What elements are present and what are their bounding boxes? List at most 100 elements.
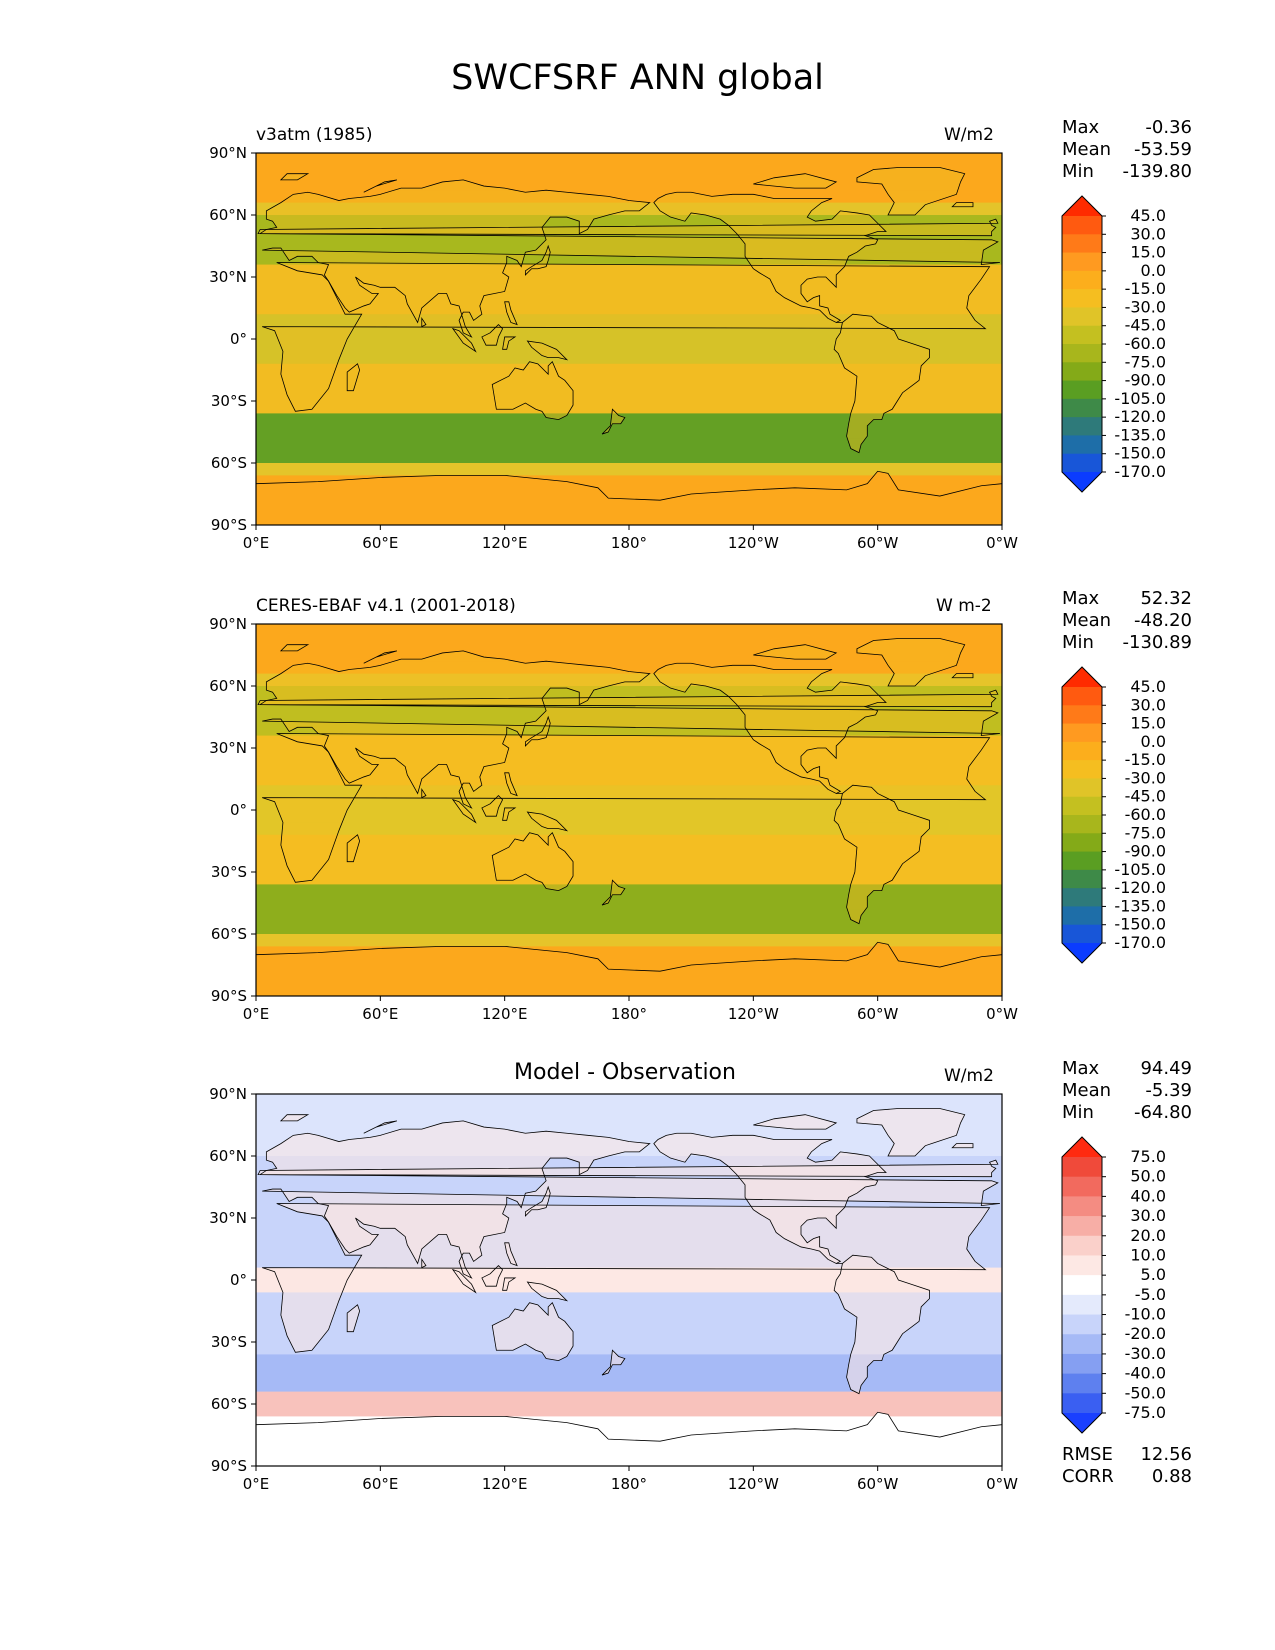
arctic-islands-land-fill bbox=[753, 1114, 837, 1130]
colorbar-swatch bbox=[1062, 289, 1102, 308]
field-band bbox=[256, 896, 1002, 910]
africa-land-fill bbox=[262, 1203, 990, 1353]
panel-3-min-value: -64.80 bbox=[1133, 1102, 1192, 1123]
panel-1-max-value: -0.36 bbox=[1145, 117, 1192, 138]
lon-tick-label: 120°W bbox=[728, 534, 779, 552]
lat-tick-label: 0° bbox=[230, 330, 247, 348]
iceland-land-fill bbox=[952, 202, 973, 207]
arctic-islands-land-fill bbox=[753, 173, 837, 189]
panel-3-mean-label: Mean bbox=[1062, 1080, 1112, 1101]
lat-tick-label: 30°S bbox=[211, 392, 247, 410]
colorbar-swatch bbox=[1062, 307, 1102, 327]
panel-1-map-field: 90°N 60°N 30°N 0° 30°S 60°S 90°S0°E 60°E 120°E 18… bbox=[209, 144, 1018, 552]
colorbar-tick-label: -150.0 bbox=[1114, 444, 1166, 463]
field-band bbox=[256, 834, 1002, 848]
lat-tick-label: 0° bbox=[230, 1271, 247, 1289]
colorbar-tick-label: 15.0 bbox=[1130, 714, 1166, 733]
figure-title: SWCFSRF ANN global bbox=[451, 58, 824, 98]
colorbar-tick-label: -40.0 bbox=[1125, 1364, 1166, 1383]
lon-tick-label: 60°E bbox=[362, 1005, 398, 1023]
colorbar-tick-label: -120.0 bbox=[1114, 407, 1166, 426]
colorbar-extend-max bbox=[1062, 667, 1102, 687]
field-band bbox=[256, 1094, 1002, 1107]
panel-3-max-value: 94.49 bbox=[1140, 1058, 1192, 1079]
colorbar-swatch bbox=[1062, 851, 1102, 871]
north-america-coastline bbox=[653, 191, 887, 323]
madagascar-land-fill bbox=[347, 363, 360, 391]
panel-3-stats: Max 94.49 Mean -5.39 Min -64.80 bbox=[1062, 1058, 1192, 1124]
colorbar-swatch bbox=[1062, 216, 1102, 235]
panel-3-min-label: Min bbox=[1062, 1102, 1094, 1123]
colorbar-extend-min bbox=[1062, 472, 1102, 492]
panel-3-units: W/m2 bbox=[944, 1066, 994, 1086]
field-band bbox=[256, 339, 1002, 352]
panel-1-colorbar: 45.030.015.00.0-15.0-30.0-45.0-60.0-75.0… bbox=[1061, 195, 1166, 493]
sulawesi-land-fill bbox=[502, 1277, 516, 1291]
field-band bbox=[256, 202, 1002, 216]
colorbar-tick-label: 0.0 bbox=[1141, 261, 1166, 280]
south-america-land-fill bbox=[834, 1255, 930, 1394]
lat-tick-label: 60°S bbox=[211, 925, 247, 943]
australia-coastline bbox=[491, 1302, 574, 1362]
australia-land-fill bbox=[492, 1302, 574, 1361]
field-band bbox=[256, 413, 1002, 427]
colorbar-tick-label: -30.0 bbox=[1125, 297, 1166, 316]
colorbar-swatch bbox=[1062, 344, 1102, 363]
lon-tick-label: 0°E bbox=[243, 1005, 270, 1023]
colorbar-swatch bbox=[1062, 362, 1102, 382]
field-band bbox=[256, 673, 1002, 687]
panel-2-max-label: Max bbox=[1062, 588, 1100, 609]
colorbar-swatch bbox=[1062, 741, 1102, 761]
field-band bbox=[256, 289, 1002, 303]
europe-asia-coastline bbox=[258, 1120, 1000, 1279]
europe-asia-land-fill bbox=[260, 1120, 1000, 1278]
colorbar-swatch bbox=[1062, 687, 1102, 706]
south-america-land-fill bbox=[834, 314, 930, 453]
australia-land-fill bbox=[492, 832, 574, 891]
colorbar-tick-label: -15.0 bbox=[1125, 279, 1166, 298]
colorbar-tick-label: -75.0 bbox=[1125, 1403, 1166, 1422]
madagascar-land-fill bbox=[347, 1304, 360, 1332]
lat-tick-label: 30°N bbox=[209, 1209, 247, 1227]
colorbar-swatch bbox=[1062, 1334, 1102, 1355]
philippines-land-fill bbox=[504, 772, 518, 796]
panel-3-colorbar: 75.050.040.030.020.010.05.0-5.0-10.0-20.… bbox=[1061, 1136, 1166, 1434]
field-band bbox=[256, 351, 1002, 365]
panel-1-mean-value: -53.59 bbox=[1133, 139, 1192, 160]
greenland-land-fill bbox=[856, 638, 965, 686]
lon-tick-label: 0°W bbox=[986, 1475, 1018, 1493]
colorbar-tick-label: 30.0 bbox=[1130, 695, 1166, 714]
field-band bbox=[256, 698, 1002, 712]
colorbar-tick-label: 0.0 bbox=[1141, 732, 1166, 751]
lat-tick-label: 0° bbox=[230, 801, 247, 819]
colorbar-swatch bbox=[1062, 453, 1102, 473]
new-zealand-coastline bbox=[601, 879, 626, 906]
field-band bbox=[256, 723, 1002, 737]
australia-coastline bbox=[491, 361, 574, 421]
new-guinea-coastline bbox=[526, 340, 569, 361]
south-america-coastline bbox=[833, 313, 930, 454]
sri-lanka-coastline bbox=[421, 788, 427, 799]
colorbar-swatch bbox=[1062, 1235, 1102, 1256]
greenland-land-fill bbox=[856, 1108, 965, 1156]
lon-tick-label: 60°W bbox=[857, 1475, 899, 1493]
lon-tick-label: 180° bbox=[611, 1005, 647, 1023]
africa-coastline bbox=[262, 1203, 991, 1353]
panel-2-map-field: 90°N 60°N 30°N 0° 30°S 60°S 90°S0°E 60°E 120°E 18… bbox=[209, 615, 1018, 1023]
colorbar-swatch bbox=[1062, 723, 1102, 743]
colorbar-swatch bbox=[1062, 906, 1102, 926]
lon-tick-label: 60°W bbox=[857, 1005, 899, 1023]
uk-coastline bbox=[257, 689, 999, 708]
australia-land-fill bbox=[492, 361, 574, 420]
field-band bbox=[256, 438, 1002, 452]
colorbar-swatch bbox=[1062, 1353, 1102, 1375]
panel-1-min-label: Min bbox=[1062, 161, 1094, 182]
field-band bbox=[256, 859, 1002, 873]
lat-tick-label: 60°N bbox=[209, 1147, 247, 1165]
colorbar-tick-label: 50.0 bbox=[1130, 1167, 1166, 1186]
philippines-coastline bbox=[504, 1242, 518, 1267]
panel-3-center-title: Model - Observation bbox=[514, 1060, 736, 1085]
lon-tick-label: 120°W bbox=[728, 1475, 779, 1493]
greenland-coastline bbox=[856, 638, 966, 687]
field-band bbox=[256, 388, 1002, 402]
